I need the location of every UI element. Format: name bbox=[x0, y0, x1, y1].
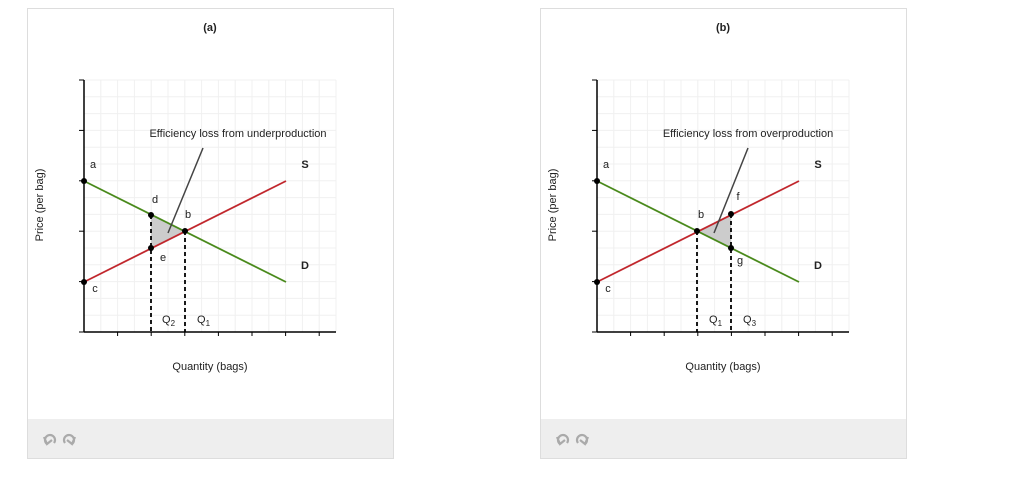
quantity-symbol: Q bbox=[743, 314, 752, 326]
panel-frame bbox=[27, 8, 394, 459]
point bbox=[594, 279, 600, 285]
demand-label: D bbox=[814, 260, 822, 272]
undo-button[interactable] bbox=[555, 433, 570, 446]
quantity-symbol: Q bbox=[197, 314, 206, 326]
undo-button[interactable] bbox=[42, 433, 57, 446]
y-axis-label: Price (per bag) bbox=[547, 169, 559, 242]
quantity-symbol: Q bbox=[162, 314, 171, 326]
quantity-label: Q1 bbox=[197, 314, 211, 328]
x-axis-label: Quantity (bags) bbox=[172, 361, 247, 373]
y-axis-label: Price (per bag) bbox=[34, 169, 46, 242]
point bbox=[728, 211, 734, 217]
redo-button[interactable] bbox=[62, 433, 77, 446]
quantity-subscript: 1 bbox=[718, 319, 723, 328]
annotation-pointer bbox=[713, 147, 749, 234]
quantity-subscript: 3 bbox=[752, 319, 757, 328]
point-label: f bbox=[736, 191, 740, 203]
quantity-label: Q1 bbox=[709, 314, 723, 328]
supply-label: S bbox=[814, 159, 821, 171]
point-label: a bbox=[603, 159, 610, 171]
toolbar bbox=[541, 419, 906, 458]
point bbox=[81, 178, 87, 184]
redo-button[interactable] bbox=[575, 433, 590, 446]
annotation-pointer bbox=[167, 147, 204, 234]
panel-title: (a) bbox=[203, 22, 217, 34]
point-label: a bbox=[90, 159, 97, 171]
quantity-label: Q2 bbox=[162, 314, 176, 328]
quantity-subscript: 2 bbox=[171, 319, 176, 328]
point-label: c bbox=[92, 283, 98, 295]
panel: (a) Price (per bag) Quantity (bags) a b c d e S D… bbox=[27, 8, 394, 459]
toolbar bbox=[28, 419, 393, 458]
point-label: g bbox=[737, 255, 743, 267]
quantity-label: Q3 bbox=[743, 314, 757, 328]
point bbox=[182, 228, 188, 234]
point bbox=[81, 279, 87, 285]
panel-title: (b) bbox=[716, 22, 730, 34]
point bbox=[694, 228, 700, 234]
point-label: b bbox=[698, 209, 704, 221]
annotation: Efficiency loss from overproduction bbox=[663, 128, 833, 140]
annotation: Efficiency loss from underproduction bbox=[149, 128, 326, 140]
point-label: b bbox=[185, 209, 191, 221]
point bbox=[594, 178, 600, 184]
demand-label: D bbox=[301, 260, 309, 272]
panel: (b) Price (per bag) Quantity (bags) a b c f g S D… bbox=[540, 8, 907, 459]
point bbox=[728, 245, 734, 251]
supply-label: S bbox=[301, 159, 308, 171]
point-label: e bbox=[160, 252, 166, 264]
quantity-subscript: 1 bbox=[206, 319, 211, 328]
quantity-symbol: Q bbox=[709, 314, 718, 326]
point-label: d bbox=[152, 194, 158, 206]
x-axis-label: Quantity (bags) bbox=[685, 361, 760, 373]
point bbox=[148, 212, 154, 218]
point-label: c bbox=[605, 283, 611, 295]
point bbox=[148, 245, 154, 251]
